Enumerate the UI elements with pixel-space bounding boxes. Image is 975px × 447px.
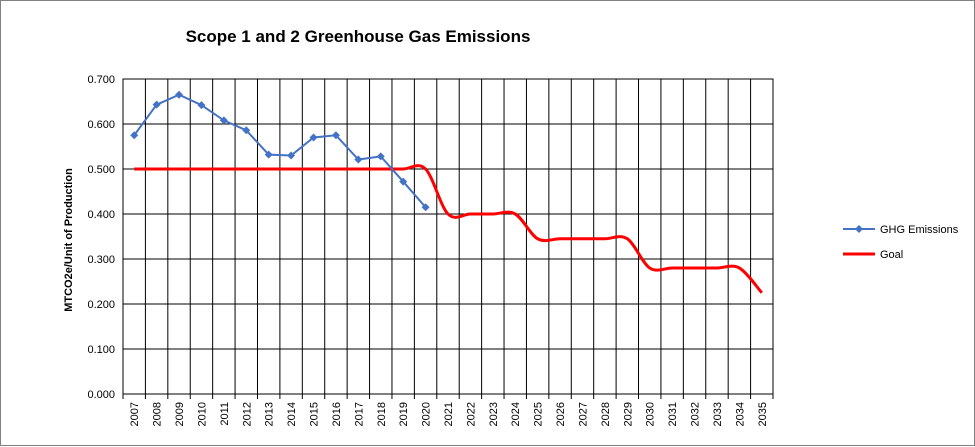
series-layer <box>130 90 763 294</box>
x-tick-label: 2009 <box>174 402 186 426</box>
data-point <box>376 152 385 161</box>
data-point <box>264 150 273 159</box>
x-tick-label: 2028 <box>600 402 612 426</box>
data-point <box>421 203 430 212</box>
goal-line <box>134 164 763 294</box>
y-tick-label: 0.100 <box>87 344 115 356</box>
series-goal <box>134 164 763 294</box>
x-tick-label: 2024 <box>510 402 522 426</box>
series-ghg-emissions <box>130 90 430 212</box>
legend-label: GHG Emissions <box>880 224 959 236</box>
data-point <box>331 131 340 140</box>
data-point <box>399 177 408 186</box>
x-tick-label: 2034 <box>734 402 746 426</box>
legend-item: Goal <box>843 249 903 261</box>
data-point <box>197 101 206 110</box>
ghg-line <box>133 93 427 208</box>
y-tick-label: 0.600 <box>87 119 115 131</box>
data-point <box>242 126 251 135</box>
plot-area <box>122 78 774 395</box>
x-tick-label: 2035 <box>757 402 769 426</box>
x-tick-label: 2031 <box>667 402 679 426</box>
x-tick-label: 2025 <box>533 402 545 426</box>
y-tick-label: 0.000 <box>87 389 115 401</box>
legend-marker <box>855 225 863 233</box>
x-tick-label: 2014 <box>286 402 298 426</box>
x-tick-label: 2027 <box>577 402 589 426</box>
x-tick-label: 2007 <box>129 402 141 426</box>
x-tick-label: 2011 <box>219 402 231 426</box>
x-tick-label: 2023 <box>488 402 500 426</box>
y-tick-label: 0.400 <box>87 209 115 221</box>
x-tick-label: 2032 <box>690 402 702 426</box>
data-point <box>354 155 363 164</box>
data-point <box>175 90 184 99</box>
x-tick-label: 2030 <box>645 402 657 426</box>
x-tick-label: 2022 <box>465 402 477 426</box>
data-point <box>309 133 318 142</box>
legend-label: Goal <box>880 249 903 261</box>
y-tick-label: 0.700 <box>87 74 115 86</box>
x-tick-label: 2013 <box>264 402 276 426</box>
data-point <box>152 100 161 109</box>
x-tick-label: 2020 <box>421 402 433 426</box>
x-axis-ticks: 2007 2008 2009 2010 2011 2012 2013 2014 2015 2016… <box>129 402 769 426</box>
x-tick-label: 2012 <box>241 402 253 426</box>
x-tick-label: 2026 <box>555 402 567 426</box>
y-tick-label: 0.500 <box>87 164 115 176</box>
gridlines <box>122 78 774 399</box>
y-axis-ticks: 0.000 0.100 0.200 0.300 0.400 0.500 0.600 0.700 <box>87 74 115 401</box>
x-tick-label: 2008 <box>152 402 164 426</box>
x-tick-label: 2017 <box>353 402 365 426</box>
data-point <box>219 116 228 125</box>
y-tick-label: 0.200 <box>87 299 115 311</box>
x-tick-label: 2029 <box>622 402 634 426</box>
legend: GHG Emissions Goal <box>843 224 959 261</box>
data-point <box>130 131 139 140</box>
y-axis-title: MTCO2e/Unit of Production <box>63 168 75 312</box>
legend-item: GHG Emissions <box>843 224 959 236</box>
x-tick-label: 2033 <box>712 402 724 426</box>
x-tick-label: 2010 <box>196 402 208 426</box>
plot-border <box>122 78 774 395</box>
y-tick-label: 0.300 <box>87 254 115 266</box>
data-point <box>287 151 296 160</box>
x-tick-label: 2021 <box>443 402 455 426</box>
x-tick-label: 2019 <box>398 402 410 426</box>
x-tick-label: 2016 <box>331 402 343 426</box>
x-tick-label: 2018 <box>376 402 388 426</box>
x-tick-label: 2015 <box>309 402 321 426</box>
chart-title: Scope 1 and 2 Greenhouse Gas Emissions <box>186 27 531 46</box>
